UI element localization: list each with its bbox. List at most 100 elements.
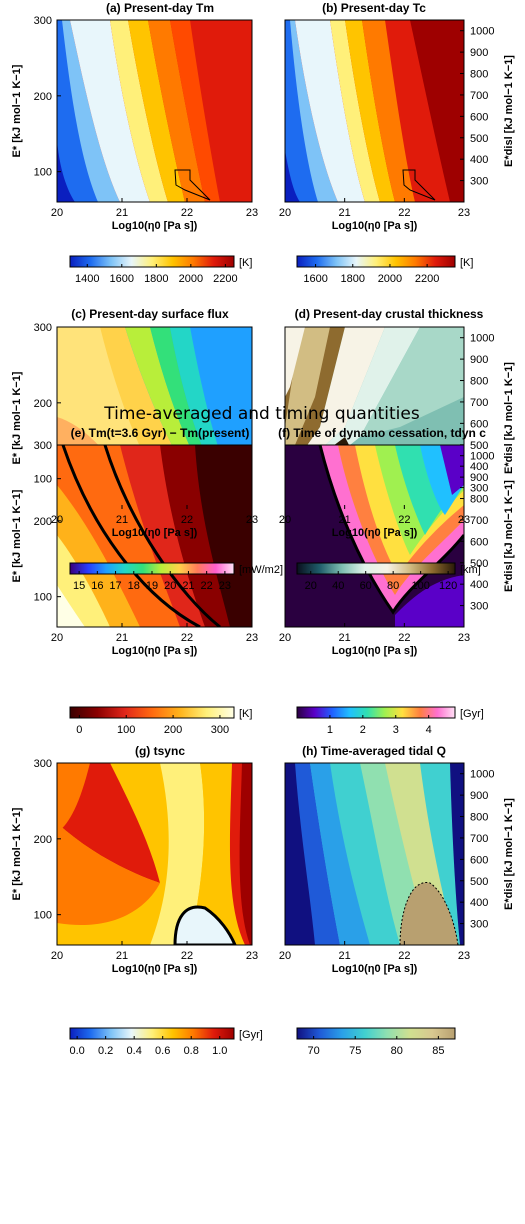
x-axis-label: Log10(η0 [Pa s]) [112,527,198,539]
colorbar-tick-label: 75 [349,1045,361,1057]
x-tick-label: 22 [181,950,193,962]
x-axis-label: Log10(η0 [Pa s]) [332,220,418,232]
colorbar-tick-label: 20 [305,580,317,592]
colorbar-tick-label: 1800 [144,273,168,285]
panel-a-title: (a) Present-day Tm [106,1,214,15]
x-tick-label: 20 [51,950,63,962]
row-4: (g) tsync (h) Time-averaged tidal Q [56,744,465,946]
y-right-tick-label: 400 [470,154,488,166]
y-tick-label: 100 [34,167,52,179]
colorbar-e [69,706,235,719]
y-right-tick-label: 400 [470,461,488,473]
colorbar-g [69,1027,235,1040]
colorbar-tick-label: 80 [391,1045,403,1057]
x-tick-label: 21 [339,514,351,526]
x-tick-label: 21 [339,632,351,644]
colorbar-tick-label: 60 [360,580,372,592]
x-tick-label: 23 [246,950,258,962]
colorbars-layer: 1400 1600 1800 2000 2200[K]1600 1800 2000 2200[… [69,255,484,1057]
colorbar-unit: [K] [239,257,252,269]
panel-h-frame [284,762,465,946]
y-tick-label: 300 [34,15,52,27]
y-tick-label: 100 [34,910,52,922]
y-right-tick-label: 1000 [470,26,494,38]
panel-d-title: (d) Present-day crustal thickness [295,307,484,321]
x-tick-label: 22 [181,632,193,644]
colorbar-tick-label: 23 [219,580,231,592]
y-right-tick-label: 900 [470,472,488,484]
y-right-tick-label: 500 [470,876,488,888]
y-right-tick-label: 800 [470,376,488,388]
colorbar-tick-label: 17 [109,580,121,592]
colorbar-tick-label: 70 [308,1045,320,1057]
x-tick-label: 23 [246,207,258,219]
x-tick-label: 20 [51,514,63,526]
colorbar-tick-label: 80 [387,580,399,592]
x-axis-label: Log10(η0 [Pa s]) [112,220,198,232]
x-tick-label: 22 [181,514,193,526]
colorbar-f [296,706,456,719]
panel-b-map [285,20,464,202]
panel-a-frame [56,19,253,203]
y-axis-label-left: E* [kJ mol−1 K−1] [11,807,23,900]
panel-g-title: (g) tsync [135,744,185,758]
colorbar-d [296,562,456,575]
colorbar-tick-label: 100 [411,580,429,592]
y-axis-label-right: E*disl [kJ mol−1 K−1] [503,798,515,910]
panel-e-title: (e) Tm(t=3.6 Gyr) − Tm(present) [71,426,250,440]
y-axis-label-left: E* [kJ mol−1 K−1] [11,489,23,582]
y-axis-label-right: E*disl [kJ mol−1 K−1] [503,480,515,592]
colorbar-tick-label: 4 [426,724,432,736]
colorbar-unit: [mW/m2] [239,564,283,576]
colorbar-tick-label: 1400 [75,273,99,285]
colorbar-unit: [K] [460,257,473,269]
x-tick-label: 21 [339,207,351,219]
colorbar-tick-label: 21 [182,580,194,592]
y-right-tick-label: 700 [470,515,488,527]
y-axis-label-right: E*disl [kJ mol−1 K−1] [503,55,515,167]
y-right-tick-label: 300 [470,483,488,495]
y-right-tick-label: 600 [470,418,488,430]
y-right-tick-label: 700 [470,833,488,845]
x-tick-label: 22 [398,207,410,219]
y-right-tick-label: 300 [470,601,488,613]
colorbar-h [296,1027,456,1040]
panel-f-frame [284,444,465,628]
x-tick-label: 20 [51,632,63,644]
x-tick-label: 23 [458,207,470,219]
x-axis-label: Log10(η0 [Pa s]) [112,645,198,657]
colorbar-tick-label: 22 [201,580,213,592]
x-tick-label: 20 [279,950,291,962]
y-tick-label: 200 [34,834,52,846]
colorbar-tick-label: 1.0 [212,1045,227,1057]
y-tick-label: 300 [34,440,52,452]
x-tick-label: 22 [398,632,410,644]
colorbar-tick-label: 0.0 [69,1045,84,1057]
x-tick-label: 20 [279,207,291,219]
y-right-tick-label: 800 [470,494,488,506]
colorbar-tick-label: 16 [91,580,103,592]
y-right-tick-label: 900 [470,354,488,366]
x-tick-label: 23 [458,950,470,962]
colorbar-unit: [K] [239,708,252,720]
y-tick-label: 200 [34,516,52,528]
colorbar-tick-label: 1 [327,724,333,736]
y-tick-label: 200 [34,91,52,103]
colorbar-b [296,255,456,268]
y-axis-label-right: E*disl [kJ mol−1 K−1] [503,362,515,474]
x-tick-label: 20 [279,514,291,526]
x-axis-label: Log10(η0 [Pa s]) [332,645,418,657]
colorbar-tick-label: 1800 [341,273,365,285]
y-axis-label-left: E* [kJ mol−1 K−1] [11,64,23,157]
colorbar-tick-label: 19 [146,580,158,592]
x-tick-label: 22 [398,514,410,526]
panel-e-map [57,445,252,627]
y-right-tick-label: 500 [470,133,488,145]
y-right-tick-label: 500 [470,558,488,570]
panel-b-title: (b) Present-day Tc [322,1,426,15]
colorbar-tick-label: 0.6 [155,1045,170,1057]
colorbar-tick-label: 100 [117,724,135,736]
y-right-tick-label: 900 [470,790,488,802]
section-title: Time-averaged and timing quantities [103,404,420,424]
y-right-tick-label: 300 [470,919,488,931]
